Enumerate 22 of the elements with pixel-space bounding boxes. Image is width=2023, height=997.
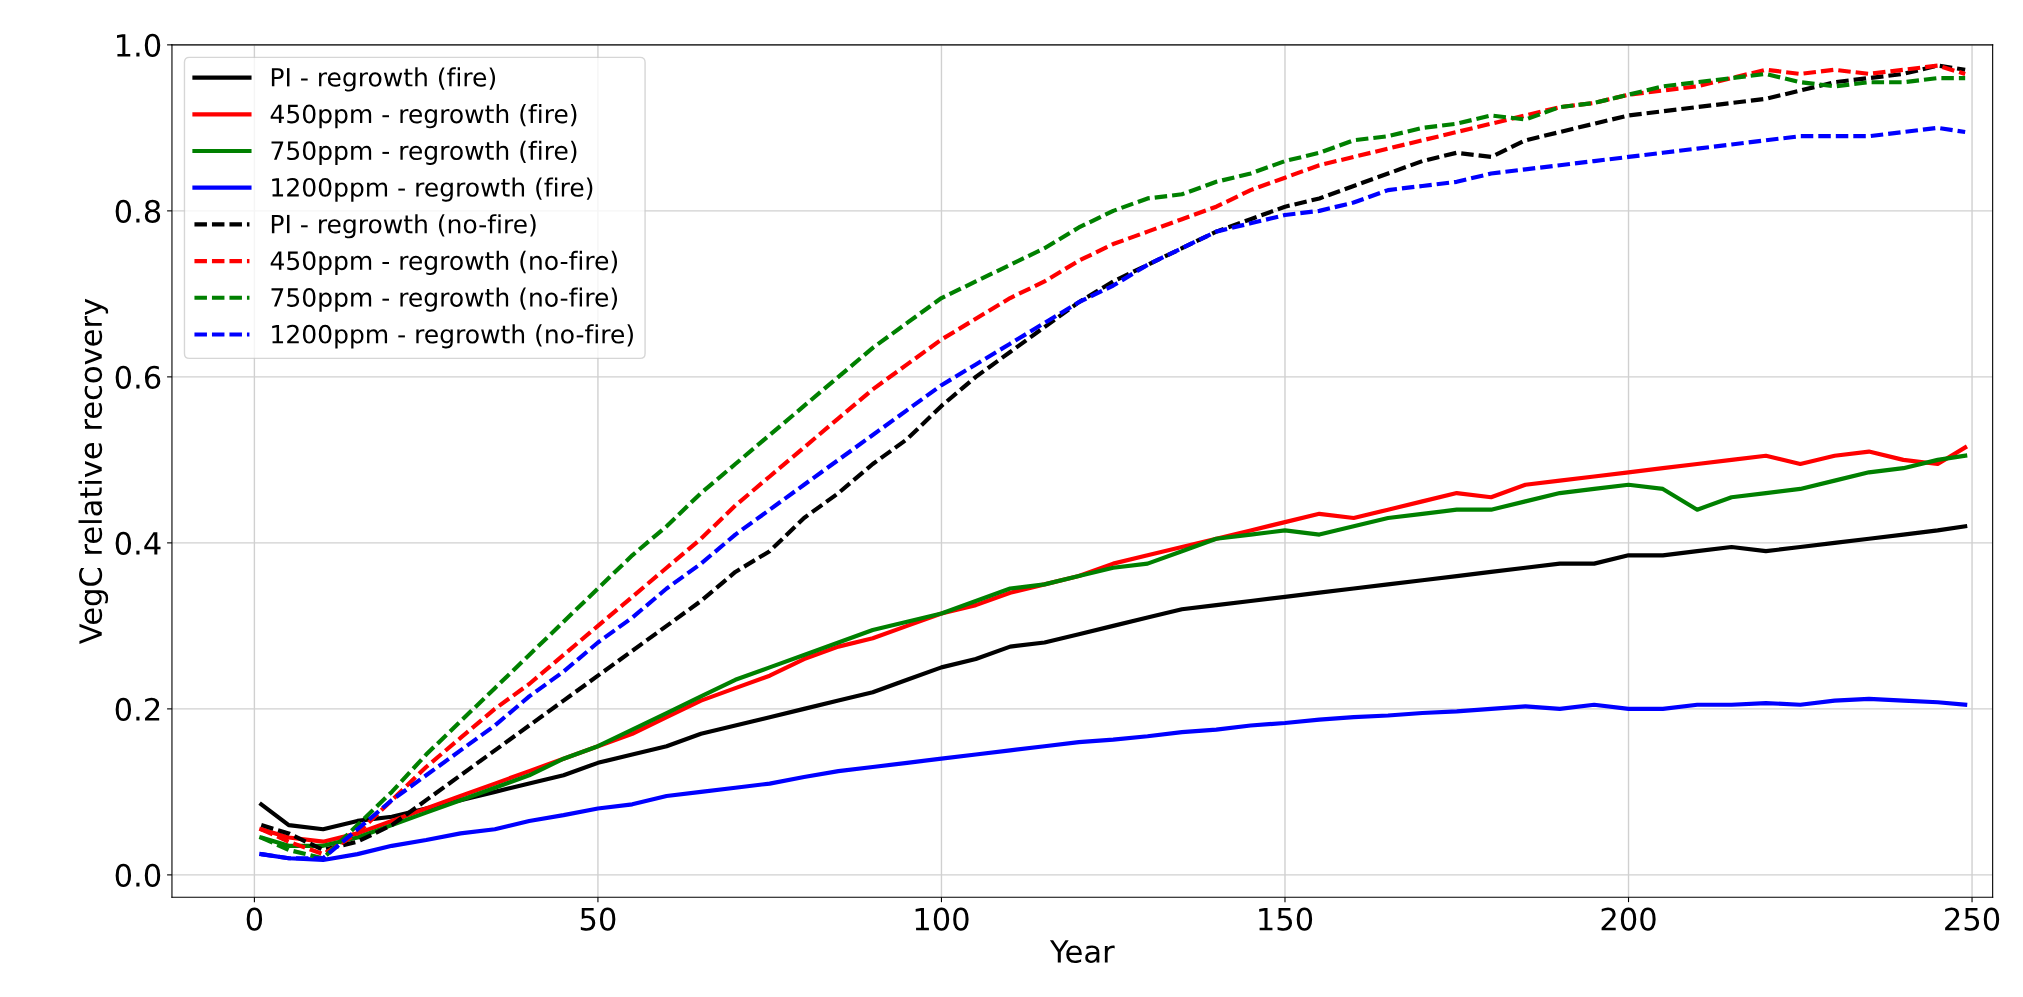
x-tick-label: 100 [915, 907, 969, 931]
x-axis-title: Year [1049, 940, 1115, 964]
legend-label: 750ppm - regrowth (no-fire) [271, 287, 618, 312]
y-axis-title: VegC relative recovery [78, 298, 109, 645]
y-tick-label: 0.8 [115, 199, 161, 223]
x-tick-label: 200 [1601, 907, 1656, 931]
x-tick-label: 50 [580, 907, 616, 931]
legend-label: PI - regrowth (no-fire) [271, 214, 536, 239]
legend-label: 1200ppm - regrowth (no-fire) [272, 324, 633, 349]
legend-label: 1200ppm - regrowth (fire) [272, 177, 593, 202]
x-tick-label: 0 [246, 907, 263, 931]
y-tick-label: 0.4 [115, 531, 161, 555]
legend-label: PI - regrowth (fire) [271, 67, 496, 92]
y-tick-label: 1.0 [117, 33, 161, 57]
y-tick-label: 0.2 [115, 697, 160, 721]
x-tick-label: 250 [1945, 907, 2000, 931]
y-tick-label: 0.0 [115, 863, 161, 887]
legend-label: 450ppm - regrowth (no-fire) [270, 250, 618, 276]
y-tick-label: 0.6 [115, 365, 161, 389]
x-tick-label: 150 [1259, 907, 1313, 931]
legend-label: 750ppm - regrowth (fire) [271, 140, 577, 165]
legend-label: 450ppm - regrowth (fire) [270, 104, 577, 129]
